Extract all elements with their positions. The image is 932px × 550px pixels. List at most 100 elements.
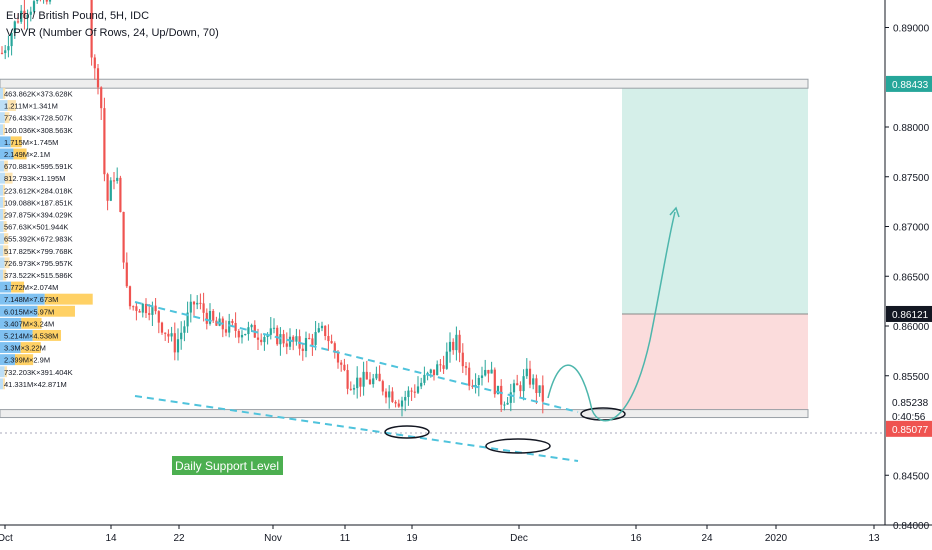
support-annotation[interactable]: Daily Support Level	[172, 456, 283, 475]
support-label-text: Daily Support Level	[175, 459, 279, 473]
vp-up-bar	[0, 88, 3, 99]
vp-down-bar	[4, 160, 8, 172]
time-tick-label: 16	[630, 533, 642, 544]
candle-body	[436, 364, 439, 376]
vp-row-label: 776.433K×728.507K	[4, 114, 73, 123]
vp-down-bar	[3, 378, 5, 390]
candle-body	[394, 401, 397, 404]
candle-body	[103, 108, 106, 175]
vp-row-label: 1.715M×1.745M	[4, 138, 58, 147]
candle-body	[100, 87, 103, 109]
bottom-marker-ellipse[interactable]	[485, 438, 551, 454]
candle-body	[260, 339, 263, 343]
time-axis[interactable]: Oct 14 22 Nov 11 19 Dec 16 24 2020 13	[0, 524, 932, 544]
candle-body	[448, 341, 452, 352]
candle-body	[343, 364, 346, 371]
candle-body	[372, 378, 375, 385]
symbol-title[interactable]: Euro / British Pound, 5H, IDC	[6, 10, 149, 22]
vp-up-bar	[0, 317, 22, 329]
candle-body	[16, 21, 20, 23]
time-tick-label: 2020	[765, 533, 788, 544]
candle-body	[23, 10, 26, 19]
candle-body	[477, 377, 480, 385]
candle-body	[180, 332, 183, 340]
candle-body	[144, 303, 148, 314]
price-tick-label: 0.86000	[893, 322, 930, 333]
indicator-title[interactable]: VPVR (Number Of Rows, 24, Up/Down, 70)	[6, 27, 219, 39]
candle-body	[173, 333, 176, 353]
candle-body	[160, 322, 164, 333]
projection-arrowhead[interactable]	[669, 206, 680, 218]
price-label-box	[886, 75, 932, 92]
price-tick-label: 0.84000	[893, 521, 930, 532]
vp-down-bar	[20, 342, 41, 353]
candle-body	[10, 32, 13, 47]
candle-body	[196, 302, 199, 305]
vp-row-label: 7.148M×7.673M	[4, 295, 58, 304]
price-scale[interactable]: 0.910000.905000.900000.895000.890000.880…	[884, 0, 932, 550]
candle-body	[535, 378, 538, 394]
candle-body	[269, 328, 272, 335]
candle-body	[311, 338, 314, 345]
support-zone[interactable]	[0, 409, 809, 419]
candle-body	[272, 327, 276, 329]
vp-up-bar	[0, 305, 38, 317]
candle-body	[314, 332, 317, 345]
candle-body	[48, 0, 52, 2]
projection-curve[interactable]	[547, 211, 676, 422]
channel-upper-line[interactable]	[134, 301, 579, 413]
candle-body	[496, 385, 500, 395]
candle-body	[452, 341, 455, 351]
candle-body	[487, 369, 490, 374]
price-label: 0:40:56	[892, 412, 926, 423]
price-tick-label: 0.85500	[893, 372, 930, 383]
vp-down-bar	[21, 317, 42, 329]
vp-row-label: 5.214M×4.538M	[4, 332, 58, 341]
support-resistance-zones	[0, 78, 809, 419]
candle-body	[176, 339, 180, 353]
candle-body	[13, 21, 16, 33]
time-tick-label: Dec	[510, 533, 528, 544]
candle-body	[368, 379, 372, 385]
vp-up-bar	[0, 209, 3, 220]
vp-up-bar	[0, 172, 6, 184]
vp-up-bar	[0, 136, 11, 148]
candle-body	[109, 180, 112, 201]
resistance-zone[interactable]	[0, 78, 809, 89]
candle-body	[410, 390, 413, 392]
vp-up-bar	[0, 184, 3, 196]
time-tick-label: Nov	[264, 533, 282, 544]
vp-down-bar	[4, 257, 10, 269]
price-tick-label: 0.86500	[893, 272, 930, 283]
candle-body	[288, 336, 292, 347]
candle-body	[378, 373, 381, 382]
position-zones	[0, 84, 885, 434]
price-label-box	[886, 407, 932, 424]
legend: Euro / British Pound, 5H, IDC VPVR (Numb…	[6, 10, 219, 39]
vp-down-bar	[7, 100, 16, 111]
candle-body	[237, 330, 240, 338]
candle-body	[404, 397, 407, 401]
candle-body	[192, 301, 196, 305]
vp-row-label: 517.825K×799.768K	[4, 247, 73, 256]
vp-up-bar	[0, 366, 5, 378]
candle-body	[413, 391, 416, 393]
vp-row-label: 373.522K×515.586K	[4, 271, 73, 280]
price-label: 0.88433	[892, 80, 929, 91]
candle-body	[135, 306, 138, 311]
vp-up-bar	[0, 233, 5, 245]
candle-body	[247, 327, 250, 335]
vp-row-label: 1.772M×2.074M	[4, 283, 58, 292]
candle-body	[359, 377, 362, 387]
channel-lower-line[interactable]	[134, 395, 579, 462]
candle-body	[205, 312, 208, 324]
candle-body	[132, 306, 135, 308]
vp-row-label: 3.3M×3.22M	[4, 344, 46, 353]
candle-body	[151, 305, 154, 315]
candle-body	[141, 303, 144, 313]
vp-up-bar	[0, 269, 3, 281]
bottom-marker-ellipse[interactable]	[384, 425, 430, 439]
vp-row-label: 297.875K×394.029K	[4, 211, 73, 220]
vp-up-bar	[0, 160, 5, 172]
